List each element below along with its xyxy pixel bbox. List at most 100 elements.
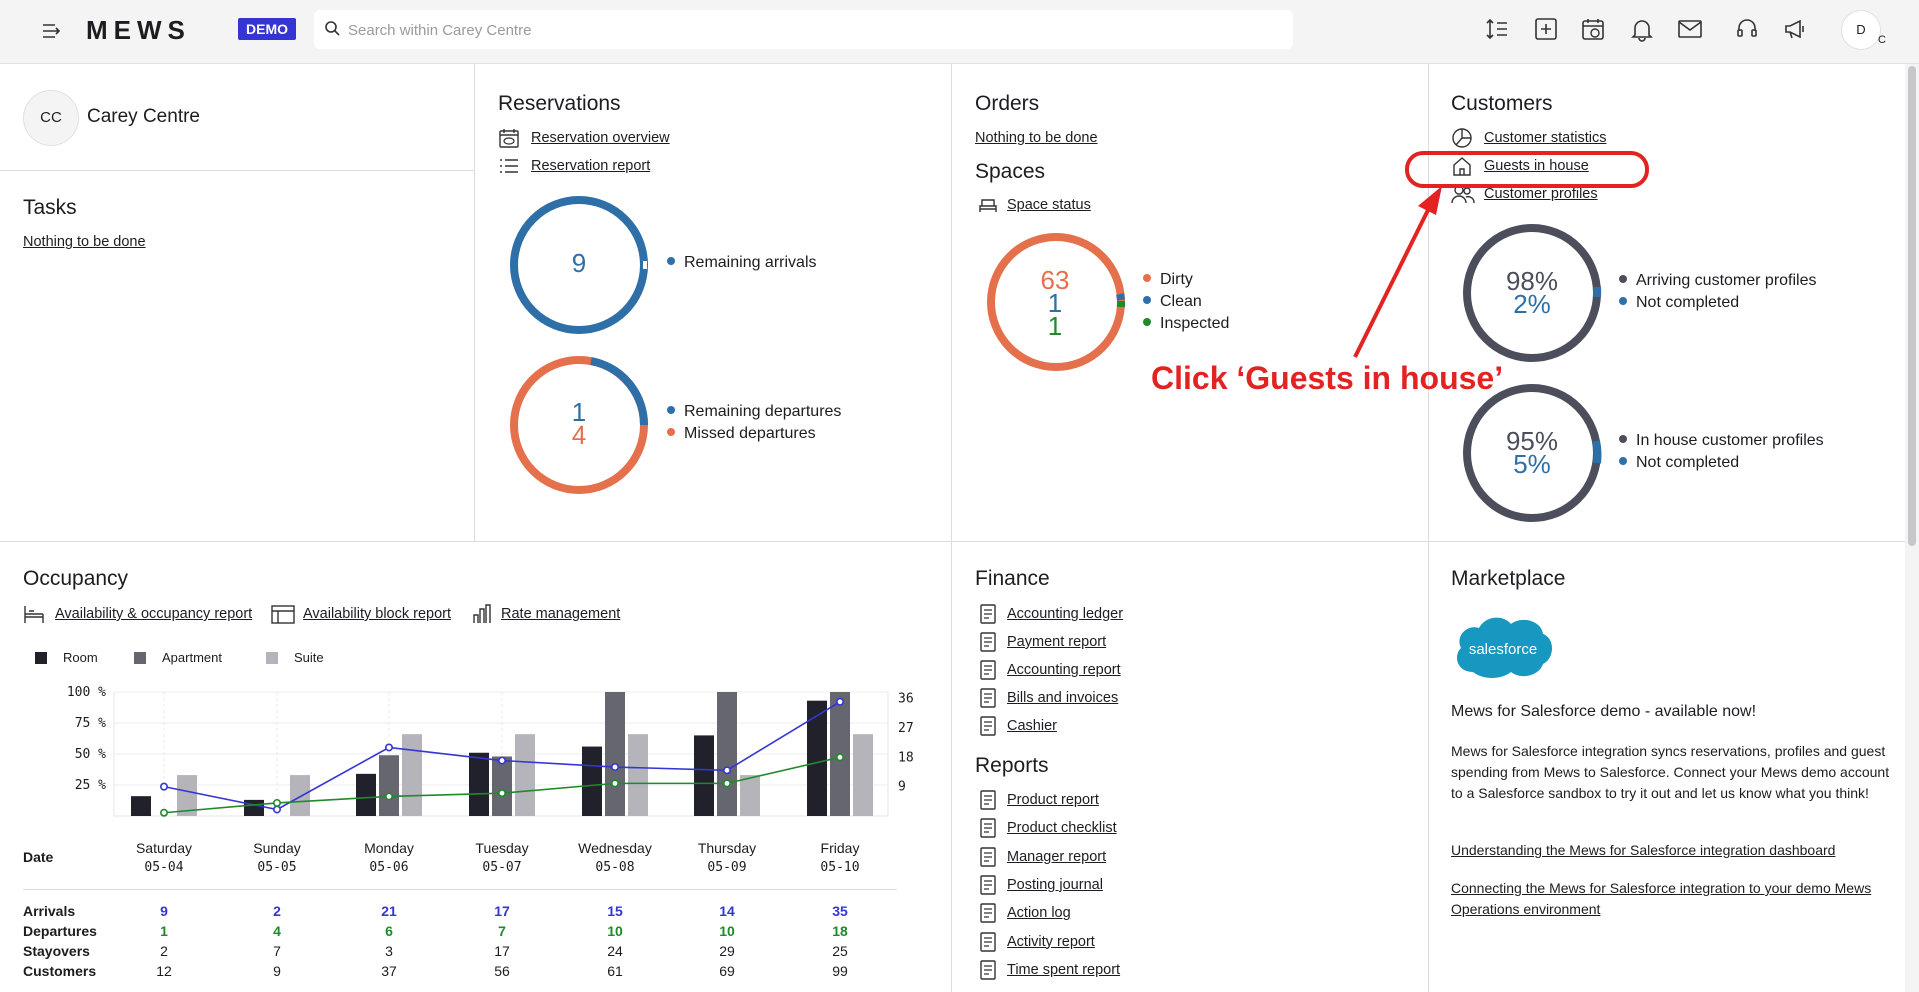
annotation-overlay [1353, 151, 1649, 358]
day-header: Sunday 05-05 [227, 838, 327, 878]
report-link[interactable]: Product report [1007, 792, 1099, 808]
reservations-title: Reservations [498, 92, 621, 115]
bar-room [694, 735, 714, 816]
marketplace-headline: Mews for Salesforce demo - available now… [1451, 703, 1757, 720]
report-link[interactable]: Accounting ledger [1007, 606, 1124, 622]
table-cell: 7 [498, 923, 506, 939]
bar-suite [628, 734, 648, 816]
tasks-empty-link[interactable]: Nothing to be done [23, 234, 146, 250]
table-row-label: Arrivals [23, 903, 76, 919]
bed-icon [23, 603, 45, 625]
customers-title: Customers [1451, 92, 1553, 115]
document-icon [977, 902, 999, 924]
table-cell: 10 [719, 923, 735, 939]
scrollbar-thumb[interactable] [1908, 66, 1916, 546]
y2-tick-label: 18 [898, 750, 914, 765]
customer-profiles-link[interactable]: Customer profiles [1484, 186, 1598, 202]
table-cell: 10 [607, 923, 623, 939]
report-link[interactable]: Posting journal [1007, 876, 1103, 893]
salesforce-dashboard-link[interactable]: Understanding the Mews for Salesforce in… [1451, 842, 1836, 858]
report-link[interactable]: Accounting report [1007, 662, 1121, 678]
mail-icon[interactable] [1677, 16, 1703, 42]
reservation-report-link[interactable]: Reservation report [531, 158, 651, 174]
report-link[interactable]: Product checklist [1007, 820, 1117, 837]
orders-empty-link[interactable]: Nothing to be done [975, 130, 1098, 146]
menu-icon[interactable] [40, 20, 62, 42]
customer-statistics-link[interactable]: Customer statistics [1484, 130, 1607, 146]
report-link[interactable]: Cashier [1007, 718, 1057, 734]
table-cell: 69 [719, 963, 735, 979]
divider [951, 64, 952, 992]
y-tick-label: 25 % [75, 778, 106, 793]
bar-room [356, 773, 376, 816]
divider [474, 64, 475, 542]
reservation-overview-link[interactable]: Reservation overview [531, 130, 670, 146]
marketplace-body: Mews for Salesforce integration syncs re… [1451, 743, 1890, 801]
document-icon [977, 846, 999, 868]
report-link[interactable]: Manager report [1007, 848, 1107, 865]
property-name[interactable]: Carey Centre [87, 106, 200, 127]
point-arrivals [610, 763, 619, 772]
departures-remaining: 1 [571, 397, 587, 427]
support-icon[interactable] [1734, 16, 1760, 42]
report-link[interactable]: Action log [1007, 905, 1071, 922]
legend-arriving-profiles: Arriving customer profiles [1619, 272, 1817, 290]
date-label: Date [23, 849, 54, 865]
table-row-label: Departures [23, 923, 97, 939]
table-cell: 56 [494, 963, 510, 979]
day-name: Monday [364, 840, 414, 856]
in-house-not-completed-value: 5% [1513, 449, 1551, 479]
salesforce-logo[interactable]: salesforce [1451, 610, 1555, 682]
in-house-profiles-ring [1463, 384, 1602, 522]
calendar-icon[interactable] [1580, 16, 1606, 42]
mews-logo[interactable]: MEWS [86, 15, 191, 45]
report-link[interactable]: Activity report [1007, 933, 1095, 950]
pie-chart-icon [1451, 127, 1473, 149]
day-name: Friday [820, 840, 860, 856]
scrollbar[interactable] [1905, 64, 1919, 992]
availability-block-report-link[interactable]: Availability block report [303, 606, 452, 622]
table-cell: 2 [160, 943, 168, 959]
legend-remaining-departures: Remaining departures [667, 403, 841, 421]
legend-dirty: Dirty [1143, 271, 1193, 289]
guests-in-house-link[interactable]: Guests in house [1484, 158, 1589, 174]
user-avatar[interactable]: D [1841, 10, 1881, 50]
search-input[interactable] [348, 18, 1268, 42]
point-departures [497, 789, 506, 798]
add-icon[interactable] [1533, 16, 1559, 42]
space-status-link[interactable]: Space status [1007, 197, 1091, 213]
announcement-icon[interactable] [1782, 16, 1808, 42]
tasks-title: Tasks [23, 196, 77, 219]
bar-suite [402, 734, 422, 816]
divider [23, 889, 897, 890]
table-row-label: Customers [23, 963, 97, 979]
day-header: Monday 05-06 [339, 838, 439, 878]
salesforce-connect-link[interactable]: Connecting the Mews for Salesforce integ… [1451, 880, 1872, 917]
point-arrivals [384, 743, 393, 752]
line-height-icon[interactable] [1484, 16, 1510, 42]
day-date: 05-09 [707, 860, 747, 875]
point-departures [835, 753, 844, 762]
table-cell: 4 [273, 923, 281, 939]
user-avatar-sub: C [1878, 34, 1886, 46]
demo-badge: DEMO [238, 18, 296, 40]
departures-missed: 4 [571, 420, 587, 450]
table-cell: 3 [385, 943, 393, 959]
divider [0, 541, 1905, 542]
document-icon [977, 931, 999, 953]
day-date: 05-10 [820, 860, 860, 875]
report-link[interactable]: Payment report [1007, 634, 1107, 650]
rate-management-link[interactable]: Rate management [501, 606, 621, 622]
table-cell: 35 [832, 903, 848, 919]
bell-icon[interactable] [1629, 16, 1655, 42]
document-icon [977, 817, 999, 839]
day-header: Friday 05-10 [790, 838, 890, 878]
departures-ring [510, 356, 649, 494]
point-departures [610, 779, 619, 788]
report-link[interactable]: Bills and invoices [1007, 690, 1119, 706]
bar-suite [177, 775, 197, 816]
legend-in-house-not-completed: Not completed [1619, 454, 1739, 472]
finance-title: Finance [975, 567, 1050, 590]
availability-occupancy-report-link[interactable]: Availability & occupancy report [55, 606, 253, 622]
report-link[interactable]: Time spent report [1007, 961, 1121, 978]
